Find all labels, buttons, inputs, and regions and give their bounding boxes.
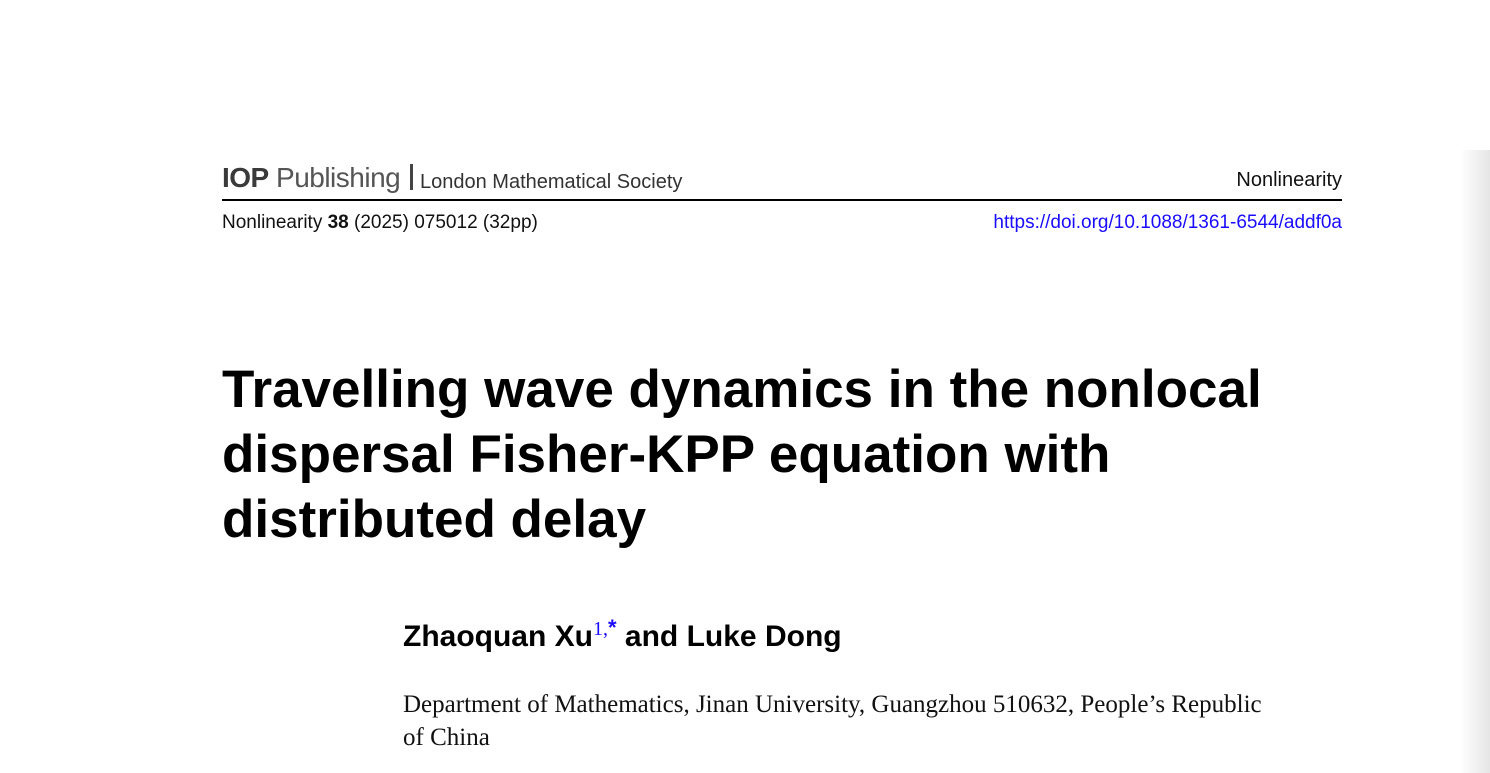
citation-details: (2025) 075012 (32pp) — [354, 212, 538, 233]
affiliation-number: 1, — [593, 618, 608, 640]
logo-iop: IOP — [222, 162, 269, 193]
logo-publishing: Publishing — [276, 162, 401, 193]
author-list: Zhaoquan Xu1,* and Luke Dong — [403, 615, 842, 654]
page-edge-shadow — [1460, 150, 1490, 773]
citation-journal: Nonlinearity — [222, 212, 323, 233]
corresponding-author-mark: * — [608, 615, 617, 640]
logo-divider — [410, 164, 414, 190]
society-name: London Mathematical Society — [420, 171, 683, 193]
doi-link[interactable]: https://doi.org/10.1088/1361-6544/addf0a — [993, 212, 1342, 233]
author-2: Luke Dong — [686, 620, 842, 653]
citation-line: Nonlinearity 38 (2025) 075012 (32pp) — [222, 212, 538, 234]
author-1-affiliation-mark[interactable]: 1,* — [593, 615, 617, 640]
paper-title: Travelling wave dynamics in the nonlocal… — [222, 360, 1262, 549]
affiliation: Department of Mathematics, Jinan Univers… — [403, 691, 1262, 751]
journal-header: IOP Publishing London Mathematical Socie… — [222, 160, 1342, 201]
journal-name: Nonlinearity — [1236, 169, 1342, 191]
author-connector: and — [624, 620, 679, 653]
iop-publishing-logo: IOP Publishing — [222, 162, 427, 194]
author-1: Zhaoquan Xu — [403, 620, 593, 653]
citation-volume: 38 — [327, 212, 349, 233]
